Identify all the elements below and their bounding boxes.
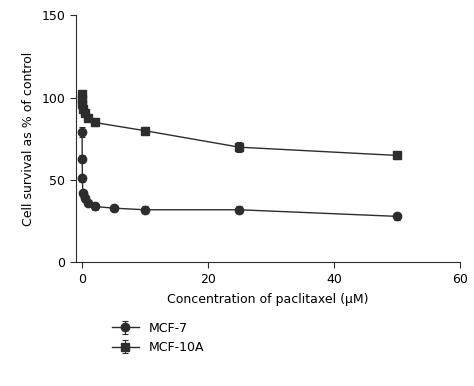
Y-axis label: Cell survival as % of control: Cell survival as % of control (22, 52, 35, 226)
Legend: MCF-7, MCF-10A: MCF-7, MCF-10A (107, 317, 210, 359)
X-axis label: Concentration of paclitaxel (μM): Concentration of paclitaxel (μM) (167, 293, 369, 306)
